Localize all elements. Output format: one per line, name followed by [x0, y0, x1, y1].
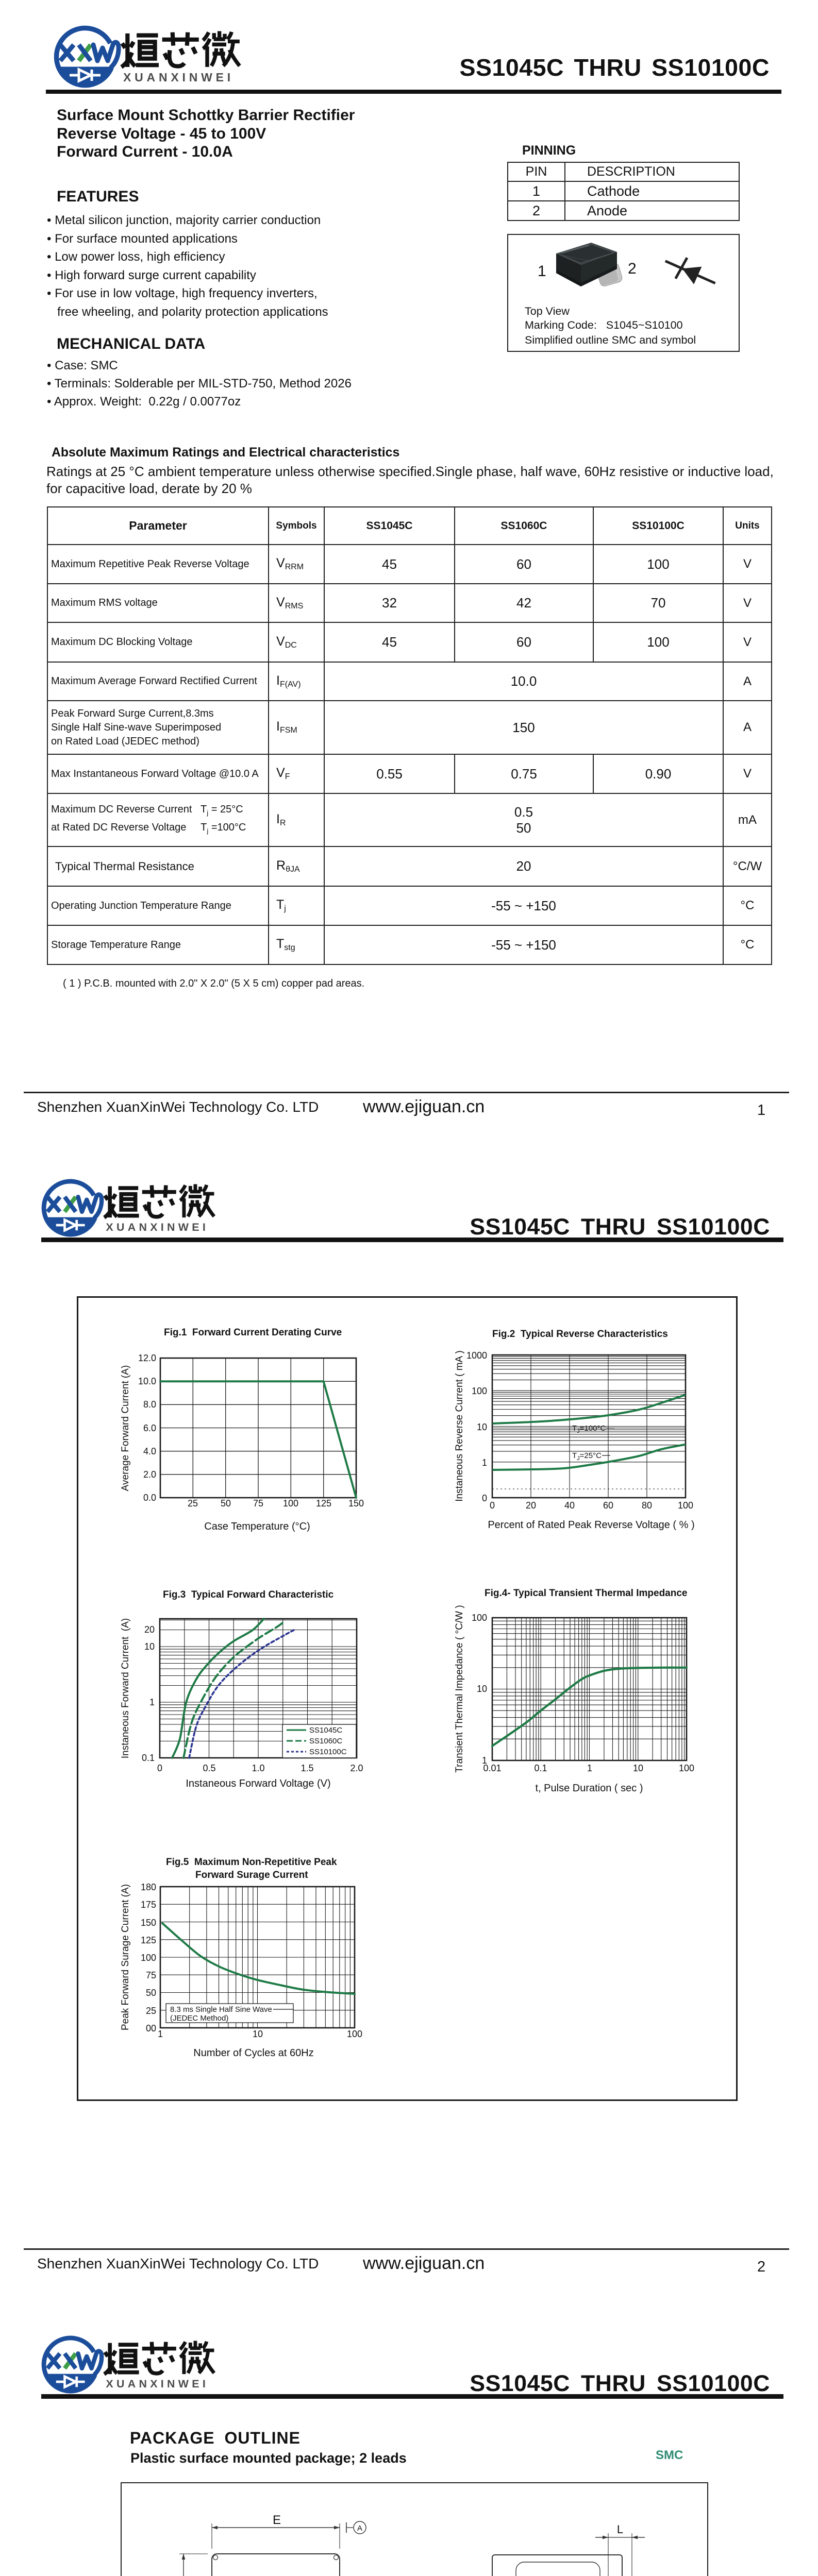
svg-text:2.0: 2.0 — [143, 1469, 156, 1480]
svg-text:0.01: 0.01 — [483, 1763, 501, 1773]
svg-text:12.0: 12.0 — [138, 1353, 156, 1363]
svg-text:Fig.4- Typical Transient Therm: Fig.4- Typical Transient Thermal Impedan… — [485, 1588, 687, 1599]
svg-text:6.0: 6.0 — [143, 1423, 156, 1433]
svg-text:Instaneous Forward Current (A: Instaneous Forward Current (A) — [121, 1618, 131, 1758]
svg-text:1: 1 — [482, 1458, 487, 1468]
svg-text:10: 10 — [477, 1422, 487, 1432]
svg-text:50: 50 — [146, 1988, 156, 1998]
svg-text:0: 0 — [482, 1493, 487, 1503]
svg-text:XUANXINWEI: XUANXINWEI — [106, 1221, 209, 1233]
svg-text:1: 1 — [482, 1755, 487, 1766]
svg-text:100: 100 — [679, 1763, 694, 1773]
svg-text:150: 150 — [348, 1498, 364, 1509]
svg-text:A: A — [357, 2524, 362, 2533]
svg-text:125: 125 — [141, 1935, 156, 1945]
svg-text:Transient Thermal Impedance (: Transient Thermal Impedance ( °C/W ) — [454, 1605, 465, 1772]
svg-text:150: 150 — [141, 1918, 156, 1928]
svg-text:100: 100 — [472, 1613, 487, 1623]
svg-text:TJ=100°C: TJ=100°C — [572, 1424, 606, 1434]
svg-text:Forward Surage Current: Forward Surage Current — [195, 1870, 308, 1880]
svg-text:Peak Forward Surage Current (A: Peak Forward Surage Current (A) — [121, 1884, 131, 2030]
svg-text:75: 75 — [146, 1970, 156, 1980]
svg-text:10: 10 — [144, 1641, 155, 1652]
svg-text:0: 0 — [157, 1763, 162, 1773]
svg-text:TJ=25°C: TJ=25°C — [572, 1451, 602, 1462]
svg-text:100: 100 — [283, 1498, 298, 1509]
svg-text:SS10100C: SS10100C — [309, 1748, 347, 1756]
svg-text:t, Pulse Duration ( sec ): t, Pulse Duration ( sec ) — [536, 1783, 643, 1794]
svg-text:XUANXINWEI: XUANXINWEI — [106, 2378, 209, 2390]
svg-text:100: 100 — [141, 1953, 156, 1963]
svg-text:Instaneous Forward Voltage (V): Instaneous Forward Voltage (V) — [186, 1778, 330, 1789]
svg-text:00: 00 — [146, 2023, 156, 2033]
svg-text:175: 175 — [141, 1900, 156, 1910]
svg-text:25: 25 — [188, 1498, 198, 1509]
svg-text:125: 125 — [316, 1498, 331, 1509]
svg-text:40: 40 — [564, 1500, 575, 1511]
svg-text:50: 50 — [221, 1498, 231, 1509]
svg-text:XUANXINWEI: XUANXINWEI — [123, 71, 234, 84]
svg-text:20: 20 — [526, 1500, 536, 1511]
svg-text:1.5: 1.5 — [301, 1763, 313, 1773]
svg-text:1: 1 — [158, 2029, 163, 2039]
svg-text:0.5: 0.5 — [203, 1763, 215, 1773]
svg-text:Number of Cycles at 60Hz: Number of Cycles at 60Hz — [193, 2047, 313, 2059]
svg-text:Percent of Rated Peak Reverse: Percent of Rated Peak Reverse Voltage ( … — [488, 1519, 694, 1531]
svg-text:100: 100 — [472, 1386, 487, 1396]
svg-text:1.0: 1.0 — [252, 1763, 264, 1773]
svg-text:8.3 ms Single Half Sine Wave: 8.3 ms Single Half Sine Wave — [170, 2005, 272, 2014]
svg-text:80: 80 — [642, 1500, 652, 1511]
svg-text:Instaneous Reverse Current ( m: Instaneous Reverse Current ( mA ) — [454, 1350, 465, 1502]
svg-text:4.0: 4.0 — [143, 1446, 156, 1456]
svg-text:1: 1 — [587, 1763, 592, 1773]
svg-text:10.0: 10.0 — [138, 1376, 156, 1386]
svg-text:25: 25 — [146, 2006, 156, 2016]
svg-text:Fig.3 Typical Forward Charact: Fig.3 Typical Forward Characteristic — [163, 1589, 334, 1600]
svg-text:SS1045C: SS1045C — [309, 1726, 342, 1735]
svg-text:0.0: 0.0 — [143, 1493, 156, 1503]
svg-text:E: E — [273, 2513, 281, 2527]
svg-text:1000: 1000 — [466, 1350, 487, 1361]
svg-text:8.0: 8.0 — [143, 1399, 156, 1410]
svg-text:75: 75 — [253, 1498, 263, 1509]
svg-text:10: 10 — [477, 1684, 487, 1694]
svg-text:100: 100 — [678, 1500, 693, 1511]
svg-text:2.0: 2.0 — [350, 1763, 363, 1773]
svg-text:(JEDEC Method): (JEDEC Method) — [170, 2014, 228, 2023]
svg-text:100: 100 — [347, 2029, 362, 2039]
svg-text:L: L — [617, 2523, 623, 2536]
svg-text:180: 180 — [141, 1882, 156, 1892]
svg-text:SS1060C: SS1060C — [309, 1737, 342, 1745]
svg-text:60: 60 — [603, 1500, 613, 1511]
svg-text:1: 1 — [149, 1697, 155, 1707]
svg-text:0.1: 0.1 — [534, 1763, 547, 1773]
svg-text:Case Temperature (°C): Case Temperature (°C) — [204, 1521, 310, 1532]
svg-text:Fig.2 Typical Reverse Charact: Fig.2 Typical Reverse Characteristics — [492, 1329, 668, 1340]
svg-text:Fig.5 Maximum Non-Repetitive: Fig.5 Maximum Non-Repetitive Peak — [166, 1857, 337, 1868]
svg-text:20: 20 — [144, 1624, 155, 1635]
svg-text:Fig.1 Forward Current Deratin: Fig.1 Forward Current Derating Curve — [164, 1327, 342, 1338]
svg-text:Average Forward Current (A): Average Forward Current (A) — [121, 1365, 131, 1492]
svg-text:10: 10 — [633, 1763, 643, 1773]
svg-text:10: 10 — [253, 2029, 263, 2039]
svg-text:0.1: 0.1 — [142, 1753, 155, 1763]
svg-text:0: 0 — [490, 1500, 495, 1511]
